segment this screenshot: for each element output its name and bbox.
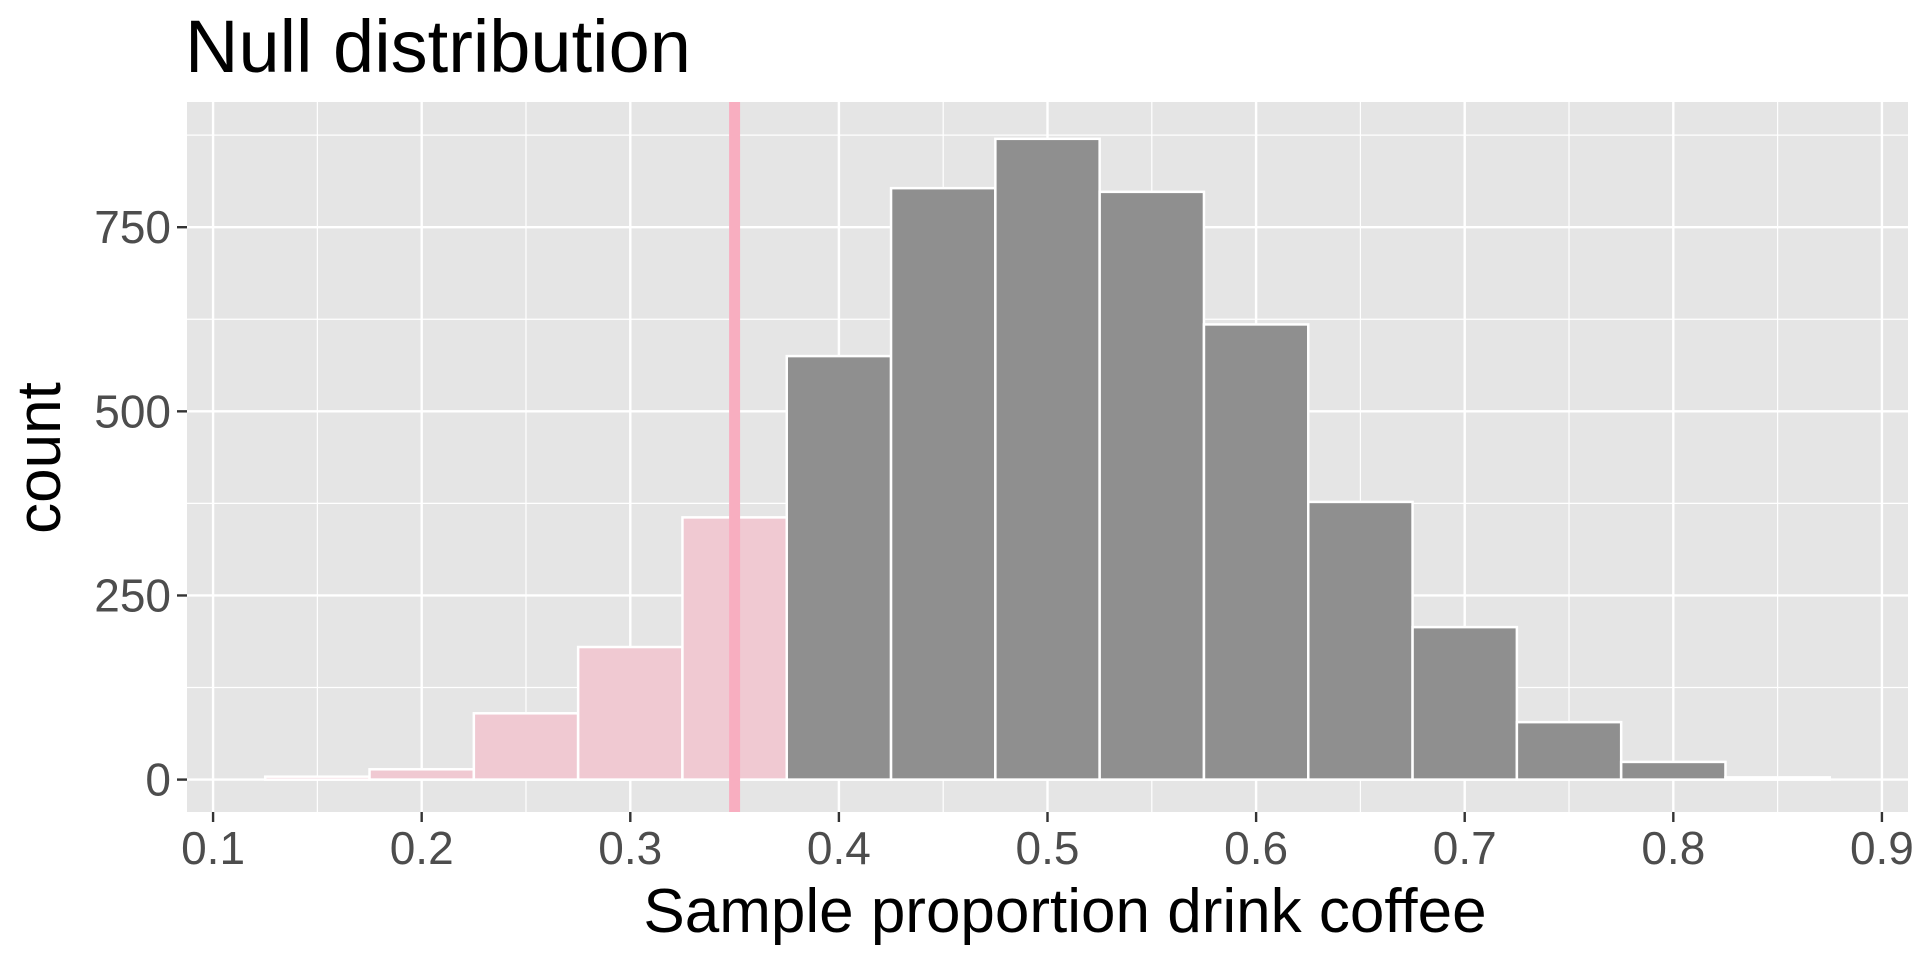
histogram-bar (1411, 625, 1519, 781)
histogram-bar (1515, 720, 1623, 781)
y-tick-label: 0 (145, 754, 171, 806)
y-tick-label: 250 (94, 569, 171, 621)
histogram-bar (1724, 776, 1832, 781)
x-tick-label: 0.9 (1850, 822, 1914, 874)
histogram-bar (785, 354, 893, 781)
x-tick-label: 0.7 (1433, 822, 1497, 874)
y-tick-label: 750 (94, 201, 171, 253)
x-axis-title: Sample proportion drink coffee (643, 877, 1486, 946)
histogram-bar-shaded (576, 645, 684, 781)
histogram-bar (1619, 760, 1727, 781)
histogram-bar (1307, 500, 1414, 781)
x-tick-label: 0.4 (807, 822, 871, 874)
histogram-bar-shaded (472, 712, 580, 781)
histogram-bars (263, 137, 1832, 781)
x-tick-label: 0.3 (598, 822, 662, 874)
histogram-bar (1098, 190, 1206, 781)
x-tick-label: 0.2 (390, 822, 454, 874)
x-tick-label: 0.1 (181, 822, 245, 874)
y-axis-title: count (5, 382, 74, 534)
histogram-bar (1202, 323, 1310, 781)
axes: 0.1 0.2 0.3 0.4 0.5 0.6 0.7 0.8 0.9 0 250 500 750 (94, 201, 1914, 874)
x-tick-label: 0.5 (1016, 822, 1080, 874)
x-tick-label: 0.6 (1224, 822, 1288, 874)
y-tick-label: 500 (94, 385, 171, 437)
histogram-bar-shaded (368, 768, 476, 781)
histogram-bar (889, 186, 997, 781)
histogram-bar (994, 137, 1101, 781)
chart-title: Null distribution (185, 5, 691, 88)
x-tick-label: 0.8 (1641, 822, 1705, 874)
histogram-bar-shaded (263, 775, 371, 781)
